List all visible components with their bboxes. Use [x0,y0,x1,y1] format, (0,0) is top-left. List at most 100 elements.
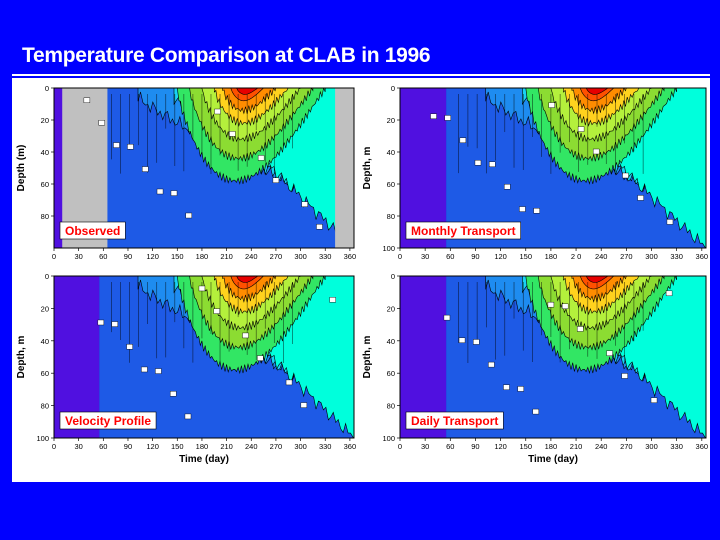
panel-4: 0 30 60 90 120 150 180 210 240 270 300 330 360 0 20 40 6… [362,272,708,465]
x-tick-label: 0 [398,442,402,451]
x-tick-label: 0 [52,252,56,261]
y-axis-label: Depth, m [362,336,373,379]
contour-field [54,88,354,248]
y-tick-label: 0 [45,84,49,93]
temperature-contour-figure: 0 30 60 90 120 150 180 210 240 270 300 330 360020406… [16,84,708,465]
x-tick-label: 30 [421,442,429,451]
x-tick-label: 360 [344,252,357,261]
y-tick-label: 100 [36,434,49,443]
y-tick-label: 40 [387,148,395,157]
x-tick-label: 330 [319,252,332,261]
x-tick-label: 270 [620,442,633,451]
x-tick-label: 150 [519,442,532,451]
x-tick-label: 180 [196,442,209,451]
y-tick-label: 80 [41,212,49,221]
x-tick-label: 210 [220,442,233,451]
y-tick-label: 80 [387,402,395,411]
x-tick-label: 270 [620,252,633,261]
panel-label-text: Monthly Transport [411,224,516,238]
panel-label-text: Daily Transport [411,414,498,428]
x-tick-label: 120 [494,252,507,261]
x-tick-label: 180 [545,442,558,451]
y-tick-label: 60 [387,369,395,378]
x-tick-label: 30 [421,252,429,261]
x-tick-label: 180 [196,252,209,261]
x-tick-label: 270 [270,252,283,261]
contour-field [400,88,706,248]
panel-label: Observed [59,221,126,240]
y-tick-label: 60 [387,180,395,189]
x-tick-label: 300 [294,252,307,261]
x-tick-label: 300 [645,252,658,261]
panel-label-text: Observed [65,224,120,238]
x-tick-label: 150 [171,252,184,261]
x-tick-label: 30 [74,442,82,451]
y-tick-label: 60 [41,180,49,189]
x-tick-label: 0 [398,252,402,261]
y-tick-label: 0 [45,272,49,281]
panel-3: 0 30 60 90 120 150 180 210 240 270 300 330 360 0 20 40 6… [16,272,356,465]
y-tick-label: 40 [387,337,395,346]
x-tick-label: 90 [124,442,132,451]
panel-label-text: Velocity Profile [65,414,151,428]
x-tick-label: 360 [696,252,709,261]
y-axis-label: Depth, m [16,336,27,379]
y-tick-label: 100 [382,434,395,443]
y-tick-label: 20 [387,304,395,313]
missing-data-band [335,88,354,248]
x-tick-label: 120 [146,442,159,451]
y-axis-label: Depth, m [362,147,373,190]
x-tick-label: 240 [245,252,258,261]
x-tick-label: 180 [545,252,558,261]
x-tick-label: 240 [595,442,608,451]
x-tick-label: 90 [471,252,479,261]
x-tick-label: 240 [245,442,258,451]
x-tick-label: 60 [446,252,454,261]
x-tick-label: 360 [696,442,709,451]
x-tick-label: 150 [171,442,184,451]
x-tick-label: 90 [471,442,479,451]
x-tick-label: 360 [344,442,357,451]
y-tick-label: 20 [41,304,49,313]
y-tick-label: 40 [41,148,49,157]
x-axis-label: Time (day) [528,454,578,465]
contour-field [400,276,706,438]
panel-2: 0 30 60 90 120 150 180 2 0 240 270 300 330 360 0 20 40 6… [362,84,708,261]
x-tick-label: 60 [99,252,107,261]
x-tick-label: 330 [319,442,332,451]
panel-label: Daily Transport [405,411,504,430]
x-tick-label: 240 [595,252,608,261]
x-tick-label: 300 [294,442,307,451]
y-tick-label: 0 [391,84,395,93]
x-tick-label: 120 [494,442,507,451]
x-tick-label: 60 [446,442,454,451]
missing-data-band [62,88,108,248]
y-tick-label: 0 [391,272,395,281]
x-tick-label: 210 [220,252,233,261]
y-tick-label: 80 [387,212,395,221]
y-axis-label: Depth (m) [16,145,27,192]
x-tick-label: 150 [519,252,532,261]
x-axis-label: Time (day) [179,454,229,465]
x-tick-label: 330 [670,252,683,261]
y-tick-label: 100 [382,244,395,253]
x-tick-label: 330 [670,442,683,451]
x-tick-label: 210 [570,442,583,451]
title-divider [12,74,710,76]
contour-field [54,276,354,438]
x-tick-label: 60 [99,442,107,451]
y-tick-label: 80 [41,402,49,411]
panel-1: 0 30 60 90 120 150 180 210 240 270 300 330 360 0 20 40 6… [16,84,356,261]
x-tick-label: 300 [645,442,658,451]
x-tick-label: 2 0 [571,252,581,261]
x-tick-label: 270 [270,442,283,451]
x-tick-label: 90 [124,252,132,261]
slide-title: Temperature Comparison at CLAB in 1996 [22,44,431,67]
y-tick-label: 40 [41,337,49,346]
y-tick-label: 60 [41,369,49,378]
y-tick-label: 20 [387,116,395,125]
y-tick-label: 20 [41,116,49,125]
panel-label: Velocity Profile [59,411,157,430]
x-tick-label: 120 [146,252,159,261]
x-tick-label: 30 [74,252,82,261]
